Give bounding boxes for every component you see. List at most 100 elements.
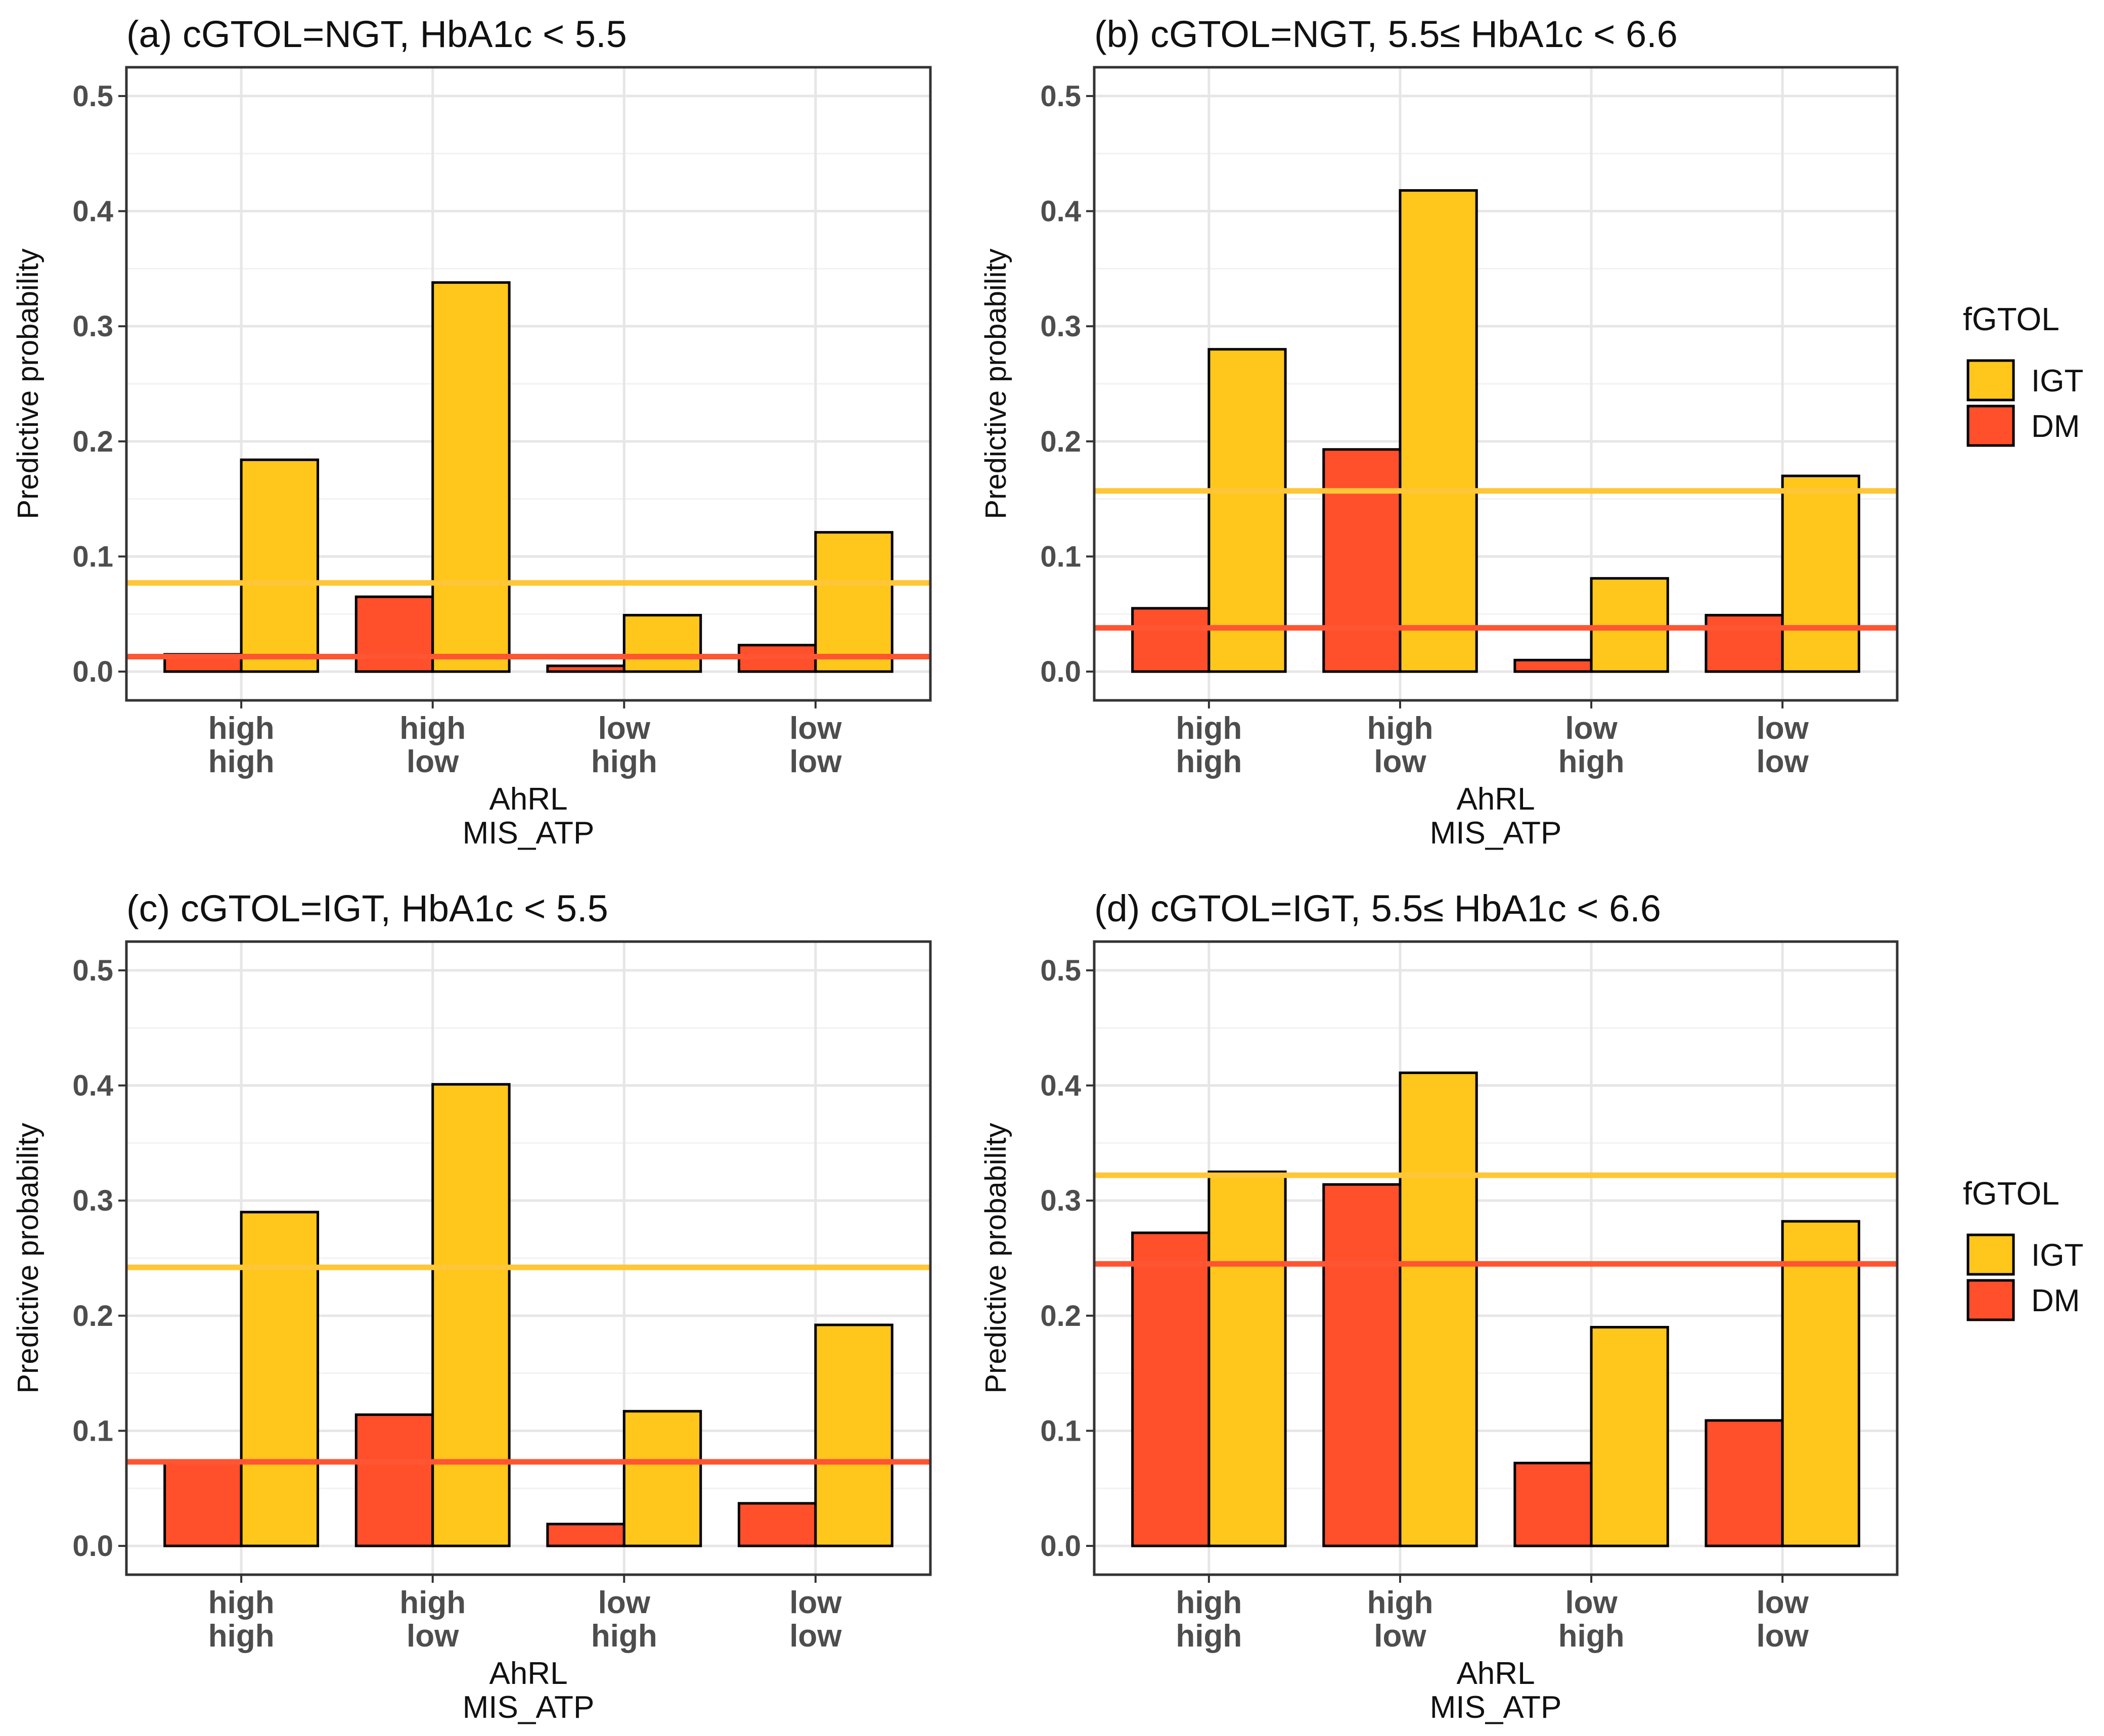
x-axis-title: AhRL <box>1456 1656 1535 1691</box>
bar-dm <box>163 1460 243 1547</box>
bar-igt <box>814 531 893 673</box>
bar-igt <box>240 1211 320 1547</box>
bar-igt <box>814 1323 893 1547</box>
bar-dm <box>354 595 434 673</box>
y-tick-label: 0.5 <box>1040 80 1081 113</box>
x-tick-label: low <box>789 744 842 779</box>
chart-panel: 0.00.10.20.30.40.5highhighhighlowlowhigh… <box>979 887 1899 1725</box>
panel-border <box>1093 940 1899 1576</box>
x-tick-label: high <box>1176 744 1242 779</box>
x-tick-label: high <box>208 744 275 779</box>
x-tick-label: low <box>789 711 842 746</box>
y-tick-label: 0.1 <box>72 540 113 573</box>
y-axis-title: Predictive probability <box>979 1123 1012 1393</box>
x-tick-label: low <box>1756 744 1809 779</box>
x-tick-label: high <box>1558 1619 1625 1654</box>
x-tick-label: high <box>591 1619 657 1654</box>
x-tick-label: high <box>1176 1619 1242 1654</box>
x-axis-title: MIS_ATP <box>1430 1690 1562 1725</box>
chart-title: (b) cGTOL=NGT, 5.5≤ HbA1c < 6.6 <box>1094 13 1678 55</box>
x-tick-label: low <box>407 744 459 779</box>
y-tick-label: 0.1 <box>1040 540 1081 573</box>
x-tick-label: high <box>399 711 466 746</box>
bar-dm <box>1705 1419 1784 1547</box>
y-tick-label: 0.0 <box>1040 1530 1081 1563</box>
chart-title: (c) cGTOL=IGT, HbA1c < 5.5 <box>126 887 608 929</box>
y-tick-label: 0.4 <box>1040 195 1081 228</box>
y-tick-label: 0.4 <box>72 195 113 228</box>
x-tick-label: low <box>598 711 651 746</box>
bar-dm <box>354 1413 434 1547</box>
bar-igt <box>622 1410 702 1547</box>
bar-igt <box>1781 1220 1860 1547</box>
bar-dm <box>1322 448 1402 673</box>
x-tick-label: low <box>1565 1585 1618 1620</box>
y-tick-label: 0.2 <box>1040 425 1081 458</box>
legend: fGTOL IGT DM <box>1963 301 2083 447</box>
y-tick-label: 0.3 <box>1040 1184 1081 1217</box>
x-tick-label: high <box>591 744 657 779</box>
y-axis-title: Predictive probability <box>12 1123 44 1393</box>
legend-label: DM <box>2031 1283 2080 1318</box>
x-axis-title: MIS_ATP <box>463 1690 595 1725</box>
x-axis-title: AhRL <box>489 782 567 817</box>
x-tick-label: low <box>598 1585 651 1620</box>
y-tick-label: 0.0 <box>72 1530 113 1563</box>
x-tick-label: low <box>1756 711 1809 746</box>
y-tick-label: 0.0 <box>72 655 113 688</box>
bar-igt <box>1590 577 1669 673</box>
bar-igt <box>1399 1072 1478 1547</box>
bar-igt <box>1207 348 1287 673</box>
x-tick-label: low <box>1565 711 1618 746</box>
bar-dm <box>1131 1231 1211 1547</box>
x-axis-title: MIS_ATP <box>463 816 595 851</box>
legend-label: IGT <box>2031 364 2083 398</box>
bar-igt <box>1590 1326 1669 1547</box>
bar-dm <box>546 1523 625 1547</box>
y-tick-label: 0.4 <box>72 1070 113 1102</box>
legend-swatch <box>1966 405 2015 447</box>
x-axis-title: AhRL <box>1456 782 1535 817</box>
y-axis-title: Predictive probability <box>12 248 44 519</box>
legend-title: fGTOL <box>1963 301 2060 337</box>
bar-dm <box>1705 614 1784 673</box>
x-tick-label: low <box>407 1619 459 1654</box>
bar-igt <box>1207 1170 1287 1547</box>
x-tick-label: high <box>1367 711 1434 746</box>
x-tick-label: high <box>1367 1585 1434 1620</box>
x-tick-label: low <box>789 1619 842 1654</box>
legend-label: IGT <box>2031 1238 2083 1273</box>
x-tick-label: high <box>1176 1585 1242 1620</box>
x-axis-title: MIS_ATP <box>1430 816 1562 851</box>
legend-swatch <box>1966 359 2015 402</box>
bar-dm <box>546 664 625 673</box>
chart-title: (d) cGTOL=IGT, 5.5≤ HbA1c < 6.6 <box>1094 887 1661 929</box>
bar-igt <box>1781 474 1860 673</box>
x-tick-label: high <box>1558 744 1625 779</box>
bar-dm <box>1322 1183 1402 1547</box>
bar-igt <box>622 614 702 673</box>
y-tick-label: 0.1 <box>72 1414 113 1447</box>
x-tick-label: high <box>1176 711 1242 746</box>
bar-dm <box>1131 607 1211 673</box>
x-tick-label: high <box>208 711 275 746</box>
y-tick-label: 0.1 <box>1040 1414 1081 1447</box>
y-tick-label: 0.3 <box>72 310 113 343</box>
bar-igt <box>431 1083 511 1547</box>
y-tick-label: 0.3 <box>72 1184 113 1217</box>
chart-panel: 0.00.10.20.30.40.5highhighhighlowlowhigh… <box>12 887 932 1725</box>
y-tick-label: 0.2 <box>72 1300 113 1332</box>
x-tick-label: low <box>789 1585 842 1620</box>
bar-igt <box>431 281 511 673</box>
legend-swatch <box>1966 1279 2015 1321</box>
y-tick-label: 0.5 <box>1040 954 1081 987</box>
legend: fGTOL IGT DM <box>1963 1175 2083 1321</box>
x-tick-label: low <box>1756 1585 1809 1620</box>
x-tick-label: high <box>208 1619 275 1654</box>
bar-dm <box>1513 658 1593 673</box>
y-tick-label: 0.5 <box>72 80 113 113</box>
chart-panel: 0.00.10.20.30.40.5highhighhighlowlowhigh… <box>979 13 1899 851</box>
x-tick-label: low <box>1374 1619 1426 1654</box>
chart-title: (a) cGTOL=NGT, HbA1c < 5.5 <box>126 13 627 55</box>
